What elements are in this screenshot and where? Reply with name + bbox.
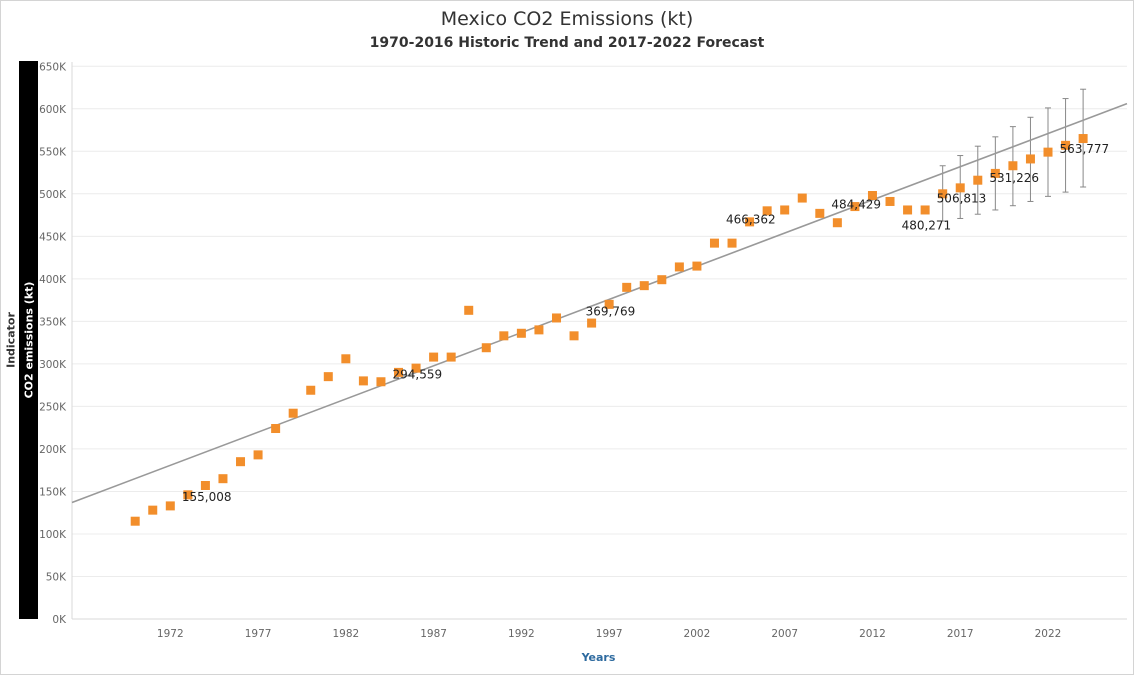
data-point — [867, 191, 877, 201]
data-label: 369,769 — [586, 304, 636, 318]
y-tick-label: 400K — [39, 274, 67, 286]
data-point — [429, 352, 439, 362]
data-point — [323, 372, 333, 382]
data-label: 466,362 — [726, 213, 776, 227]
x-tick-label: 1997 — [596, 628, 623, 640]
data-point — [481, 343, 491, 353]
y-tick-label: 300K — [39, 359, 67, 371]
data-label: 480,271 — [902, 219, 952, 233]
x-tick-label: 1982 — [332, 628, 359, 640]
data-point — [464, 305, 474, 315]
x-tick-label: 2012 — [859, 628, 886, 640]
x-tick-label: 1992 — [508, 628, 535, 640]
chart-title: Mexico CO2 Emissions (kt) — [440, 8, 694, 30]
data-point — [622, 282, 632, 292]
data-point — [903, 205, 913, 215]
y-tick-label: 550K — [39, 146, 67, 158]
y-tick-label: 250K — [39, 401, 67, 413]
data-point — [674, 262, 684, 272]
data-point — [973, 175, 983, 185]
data-point — [446, 352, 456, 362]
trend-line — [71, 102, 1128, 504]
data-point — [938, 189, 948, 199]
data-point — [165, 501, 175, 511]
y-tick-label: 100K — [39, 529, 67, 541]
data-label: 531,226 — [989, 171, 1039, 185]
x-tick-label: 1972 — [157, 628, 184, 640]
data-point — [551, 313, 561, 323]
chart-subtitle: 1970-2016 Historic Trend and 2017-2022 F… — [369, 35, 765, 51]
data-point — [200, 480, 210, 490]
x-tick-label: 1987 — [420, 628, 447, 640]
data-point — [745, 217, 755, 227]
y-tick-label: 500K — [39, 189, 67, 201]
data-point — [253, 450, 263, 460]
data-point — [218, 474, 228, 484]
data-point — [692, 261, 702, 271]
x-tick-label: 2022 — [1035, 628, 1062, 640]
data-point — [516, 328, 526, 338]
data-point — [148, 505, 158, 515]
data-point — [130, 516, 140, 526]
y-tick-label: 0K — [52, 614, 67, 626]
data-point — [990, 168, 1000, 178]
data-point — [832, 218, 842, 228]
data-point — [762, 206, 772, 216]
data-point — [815, 208, 825, 218]
x-tick-label: 2007 — [771, 628, 798, 640]
data-point — [1008, 161, 1018, 171]
data-label: 506,813 — [937, 191, 987, 205]
x-axis-label: Years — [581, 651, 616, 664]
data-point — [358, 376, 368, 386]
data-point — [709, 238, 719, 248]
data-point — [376, 377, 386, 387]
data-label: 484,429 — [831, 197, 881, 211]
data-point — [727, 238, 737, 248]
y-tick-label: 200K — [39, 444, 67, 456]
data-point — [1043, 147, 1053, 157]
data-point — [955, 183, 965, 193]
data-point — [569, 331, 579, 341]
data-point — [850, 202, 860, 212]
x-tick-label: 1977 — [245, 628, 272, 640]
data-point — [604, 299, 614, 309]
y-axis-label-band — [19, 61, 38, 619]
data-point — [411, 363, 421, 373]
y-tick-label: 450K — [39, 231, 67, 243]
x-tick-label: 2002 — [684, 628, 711, 640]
x-tick-label: 2017 — [947, 628, 974, 640]
y-tick-label: 50K — [46, 571, 67, 583]
data-point — [394, 367, 404, 377]
data-point — [183, 490, 193, 500]
data-point — [288, 408, 298, 418]
data-label: 294,559 — [393, 367, 443, 381]
y-tick-label: 150K — [39, 486, 67, 498]
data-point — [885, 196, 895, 206]
data-point — [236, 457, 246, 467]
data-point — [797, 193, 807, 203]
data-point — [1061, 140, 1071, 150]
y-tick-label: 350K — [39, 316, 67, 328]
data-point — [534, 325, 544, 335]
data-point — [271, 424, 281, 434]
data-point — [780, 205, 790, 215]
data-point — [587, 318, 597, 328]
data-point — [341, 354, 351, 364]
data-point — [306, 385, 316, 395]
data-point — [499, 331, 509, 341]
y-tick-label: 600K — [39, 104, 67, 116]
data-point — [920, 205, 930, 215]
y-tick-label: 650K — [39, 61, 67, 73]
data-point — [639, 281, 649, 291]
data-point — [657, 275, 667, 285]
data-point — [1078, 134, 1088, 144]
data-label: 563,777 — [1060, 142, 1110, 156]
data-point — [1025, 154, 1035, 164]
data-label: 155,008 — [182, 490, 232, 504]
